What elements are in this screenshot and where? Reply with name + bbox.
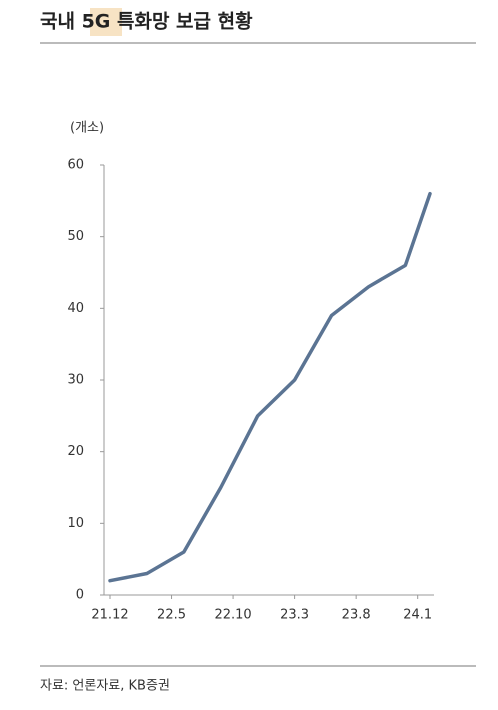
y-tick-label: 30: [67, 373, 84, 388]
y-tick-label: 10: [67, 516, 84, 531]
x-tick-label: 23.3: [280, 608, 309, 623]
x-tick-label: 23.8: [342, 608, 371, 623]
y-tick-label: 20: [67, 444, 84, 459]
x-tick-label: 21.12: [91, 608, 128, 623]
y-tick-label: 0: [76, 588, 84, 603]
x-tick-label: 22.5: [157, 608, 186, 623]
source: 자료: 언론자료, KB증권: [40, 679, 170, 694]
chart-title: 국내 5G 특화망 보급 현황: [40, 10, 253, 33]
x-tick-label: 24.1: [403, 608, 432, 623]
y-tick-label: 40: [67, 301, 84, 316]
title-highlight: [90, 8, 122, 36]
y-axis-label: (개소): [70, 121, 104, 136]
y-tick-label: 60: [67, 158, 84, 173]
x-tick-label: 22.10: [214, 608, 251, 623]
data-line: [108, 191, 432, 583]
y-tick-label: 50: [67, 229, 84, 244]
